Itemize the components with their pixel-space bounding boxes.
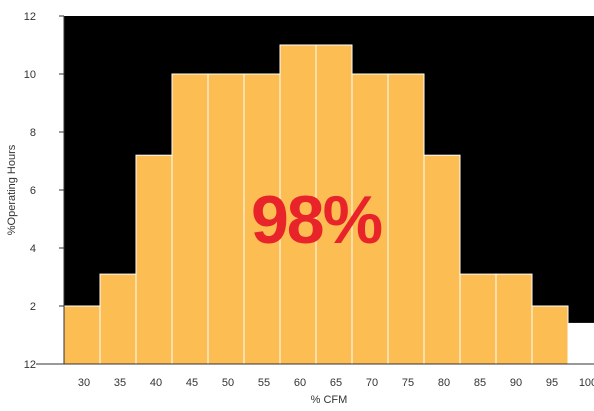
bar-80 bbox=[423, 154, 461, 365]
x-tick-label: 30 bbox=[78, 377, 90, 389]
x-tick-label: 50 bbox=[222, 377, 234, 389]
bars-group bbox=[63, 44, 594, 365]
x-tick-label: 35 bbox=[114, 377, 126, 389]
bar-85 bbox=[459, 273, 497, 365]
x-tick-label: 95 bbox=[546, 377, 558, 389]
x-tick-label: 45 bbox=[186, 377, 198, 389]
y-axis-title: %Operating Hours bbox=[6, 144, 18, 235]
x-ticks-group: 30 35 40 45 50 55 60 65 70 75 80 85 90 95 100 bbox=[78, 377, 594, 389]
x-tick-label: 40 bbox=[150, 377, 162, 389]
bar-95 bbox=[531, 305, 569, 365]
bar-60 bbox=[279, 44, 317, 365]
annotation-label: 98% bbox=[251, 182, 382, 258]
bar-65 bbox=[315, 44, 353, 365]
bar-70 bbox=[351, 73, 389, 365]
x-axis-title: % CFM bbox=[311, 394, 348, 406]
y-tick-label: 4 bbox=[30, 243, 36, 255]
y-ticks-group: 12 2 4 6 8 10 12 bbox=[24, 11, 64, 371]
y-tick-label: 6 bbox=[30, 185, 36, 197]
bar-35 bbox=[99, 273, 137, 365]
x-tick-label: 100 bbox=[579, 377, 594, 389]
bar-45 bbox=[171, 73, 209, 365]
y-tick-label: 12 bbox=[24, 11, 36, 23]
y-tick-label: 12 bbox=[24, 359, 36, 371]
x-tick-label: 85 bbox=[474, 377, 486, 389]
x-tick-label: 55 bbox=[258, 377, 270, 389]
x-tick-label: 70 bbox=[366, 377, 378, 389]
x-tick-label: 80 bbox=[438, 377, 450, 389]
y-tick-label: 8 bbox=[30, 127, 36, 139]
x-tick-label: 75 bbox=[402, 377, 414, 389]
bar-30 bbox=[63, 305, 101, 365]
bar-90 bbox=[495, 273, 533, 365]
bar-75 bbox=[387, 73, 425, 365]
x-tick-label: 65 bbox=[330, 377, 342, 389]
y-tick-label: 10 bbox=[24, 69, 36, 81]
bar-50 bbox=[207, 73, 245, 365]
x-tick-label: 90 bbox=[510, 377, 522, 389]
bar-40 bbox=[135, 154, 173, 365]
bar-100 bbox=[567, 322, 594, 365]
x-tick-label: 60 bbox=[294, 377, 306, 389]
y-tick-label: 2 bbox=[30, 301, 36, 313]
